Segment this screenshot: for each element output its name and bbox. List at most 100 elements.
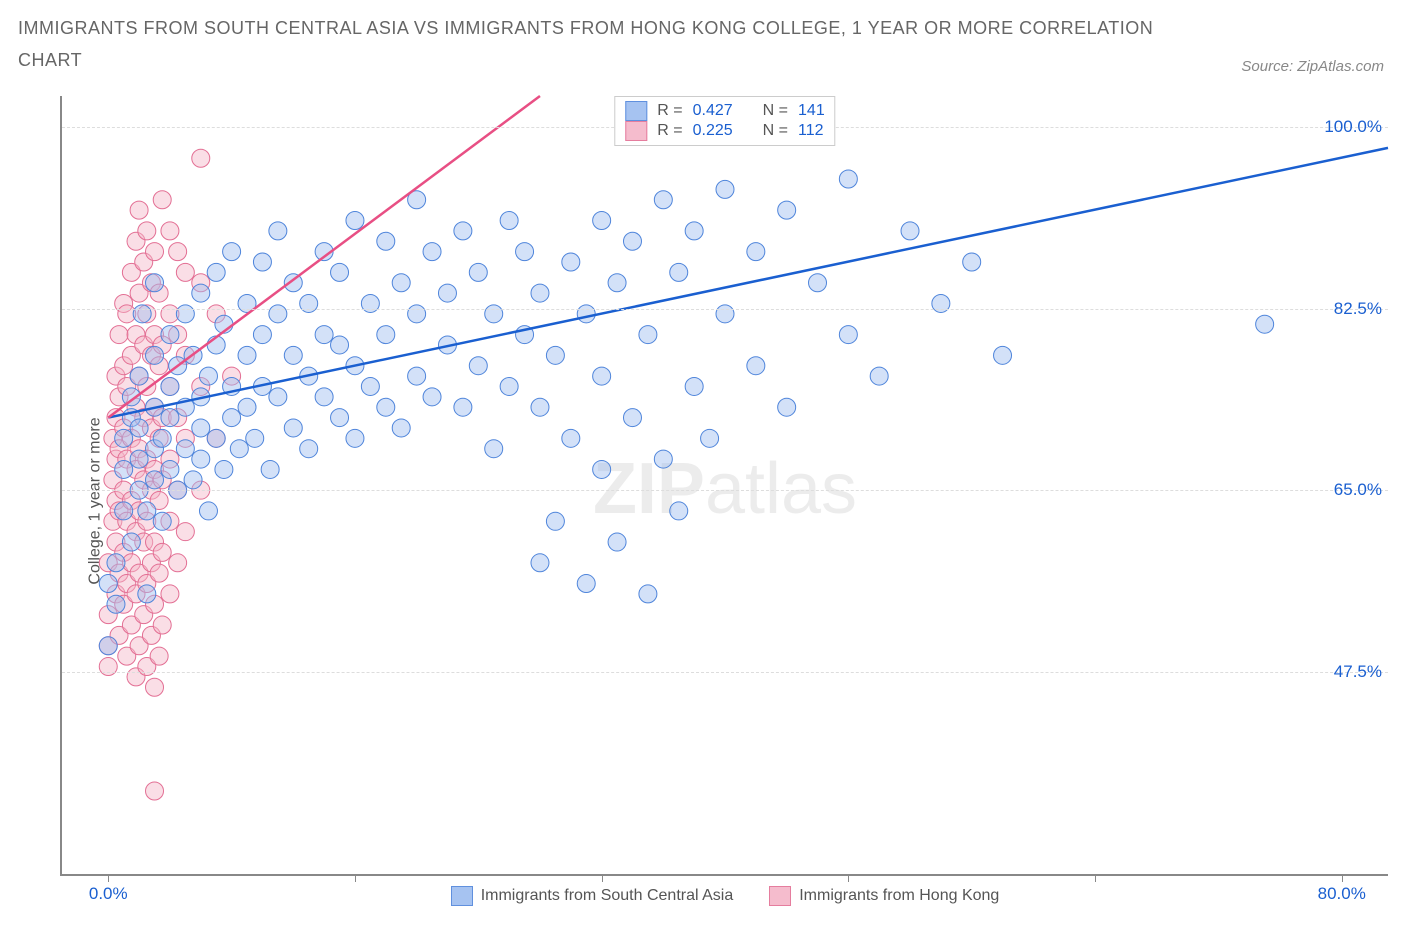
data-point xyxy=(562,253,580,271)
r-label: R = xyxy=(657,122,682,140)
data-point xyxy=(593,367,611,385)
swatch-series-2 xyxy=(625,121,647,141)
r-label: R = xyxy=(657,102,682,120)
chart-container: College, 1 year or more ZIPatlas R = 0.4… xyxy=(18,96,1388,906)
data-point xyxy=(150,647,168,665)
data-point xyxy=(184,471,202,489)
data-point xyxy=(215,460,233,478)
data-point xyxy=(99,658,117,676)
x-tick xyxy=(355,874,356,882)
series-legend-item-2: Immigrants from Hong Kong xyxy=(769,886,999,906)
data-point xyxy=(146,346,164,364)
data-point xyxy=(153,616,171,634)
data-point xyxy=(238,398,256,416)
data-point xyxy=(146,243,164,261)
data-point xyxy=(246,429,264,447)
data-point xyxy=(161,377,179,395)
data-point xyxy=(654,450,672,468)
data-point xyxy=(485,440,503,458)
swatch-series-2 xyxy=(769,886,791,906)
data-point xyxy=(1256,315,1274,333)
title-line-1: IMMIGRANTS FROM SOUTH CENTRAL ASIA VS IM… xyxy=(18,18,1153,38)
data-point xyxy=(608,533,626,551)
data-point xyxy=(346,429,364,447)
data-point xyxy=(516,243,534,261)
data-point xyxy=(500,377,518,395)
data-point xyxy=(377,398,395,416)
series-legend-item-1: Immigrants from South Central Asia xyxy=(451,886,734,906)
data-point xyxy=(199,502,217,520)
data-point xyxy=(654,191,672,209)
data-point xyxy=(423,243,441,261)
data-point xyxy=(577,575,595,593)
data-point xyxy=(469,263,487,281)
data-point xyxy=(408,305,426,323)
data-point xyxy=(670,263,688,281)
data-point xyxy=(130,450,148,468)
data-point xyxy=(361,377,379,395)
data-point xyxy=(146,678,164,696)
data-point xyxy=(284,419,302,437)
data-point xyxy=(161,326,179,344)
data-point xyxy=(153,543,171,561)
data-point xyxy=(315,388,333,406)
source-credit: Source: ZipAtlas.com xyxy=(1241,58,1384,75)
data-point xyxy=(454,398,472,416)
data-point xyxy=(392,419,410,437)
data-point xyxy=(130,201,148,219)
data-point xyxy=(331,336,349,354)
series-2-name: Immigrants from Hong Kong xyxy=(799,887,999,905)
data-point xyxy=(238,346,256,364)
data-point xyxy=(146,782,164,800)
data-point xyxy=(500,211,518,229)
data-point xyxy=(230,440,248,458)
data-point xyxy=(778,201,796,219)
data-point xyxy=(192,149,210,167)
y-tick-label: 100.0% xyxy=(1324,117,1382,137)
data-point xyxy=(778,398,796,416)
data-point xyxy=(115,460,133,478)
data-point xyxy=(138,585,156,603)
data-point xyxy=(161,222,179,240)
stats-legend: R = 0.427 N = 141 R = 0.225 N = 112 xyxy=(614,96,835,146)
data-point xyxy=(593,211,611,229)
data-point xyxy=(361,294,379,312)
data-point xyxy=(331,409,349,427)
gridline-h xyxy=(62,672,1388,673)
r-value-2: 0.225 xyxy=(693,122,733,140)
data-point xyxy=(562,429,580,447)
r-value-1: 0.427 xyxy=(693,102,733,120)
swatch-series-1 xyxy=(625,101,647,121)
data-point xyxy=(161,585,179,603)
gridline-h xyxy=(62,309,1388,310)
data-point xyxy=(531,284,549,302)
n-label: N = xyxy=(763,102,788,120)
data-point xyxy=(269,305,287,323)
data-point xyxy=(870,367,888,385)
data-point xyxy=(315,326,333,344)
data-point xyxy=(138,222,156,240)
data-point xyxy=(153,429,171,447)
data-point xyxy=(531,554,549,572)
stats-legend-row-1: R = 0.427 N = 141 xyxy=(625,101,824,121)
data-point xyxy=(169,554,187,572)
series-1-name: Immigrants from South Central Asia xyxy=(481,887,734,905)
series-legend: Immigrants from South Central Asia Immig… xyxy=(62,886,1388,906)
data-point xyxy=(115,502,133,520)
data-point xyxy=(901,222,919,240)
data-point xyxy=(408,367,426,385)
data-point xyxy=(716,305,734,323)
data-point xyxy=(639,326,657,344)
data-point xyxy=(623,232,641,250)
data-point xyxy=(192,450,210,468)
data-point xyxy=(392,274,410,292)
data-point xyxy=(261,460,279,478)
data-point xyxy=(685,377,703,395)
n-label: N = xyxy=(763,122,788,140)
data-point xyxy=(608,274,626,292)
data-point xyxy=(161,460,179,478)
data-point xyxy=(269,388,287,406)
data-point xyxy=(153,512,171,530)
data-point xyxy=(546,346,564,364)
data-point xyxy=(150,564,168,582)
